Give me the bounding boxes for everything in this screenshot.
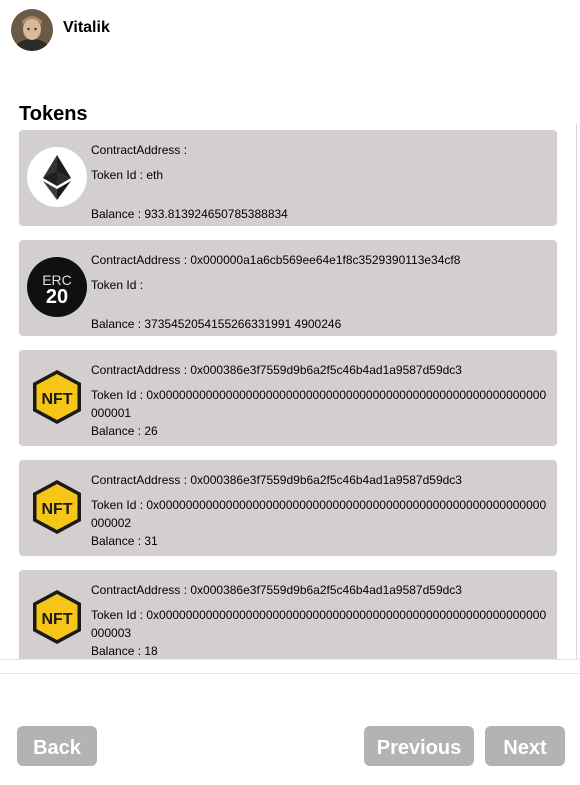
tokens-scroll-area[interactable]: ContractAddress : Token Id : eth Balance…: [0, 124, 578, 659]
section-title: Tokens: [19, 103, 88, 125]
svg-text:NFT: NFT: [41, 611, 72, 628]
svg-text:ERC: ERC: [42, 272, 72, 288]
avatar: [11, 9, 53, 51]
back-button[interactable]: Back: [17, 726, 97, 766]
nft-icon: NFT: [27, 477, 87, 537]
token-id: Token Id : 0x000000000000000000000000000…: [91, 608, 547, 640]
token-balance: Balance : 3735452054155266331991 4900246: [91, 317, 342, 331]
contract-address: ContractAddress : 0x000386e3f7559d9b6a2f…: [91, 363, 462, 377]
token-card[interactable]: NFT ContractAddress : 0x000386e3f7559d9b…: [19, 460, 557, 556]
token-balance: Balance : 933.813924650785388834: [91, 207, 288, 221]
svg-text:NFT: NFT: [41, 501, 72, 518]
token-id: Token Id : 0x000000000000000000000000000…: [91, 388, 547, 420]
token-card[interactable]: NFT ContractAddress : 0x000386e3f7559d9b…: [19, 570, 557, 659]
nft-icon: NFT: [27, 587, 87, 647]
token-balance: Balance : 26: [91, 424, 158, 438]
contract-address: ContractAddress : 0x000000a1a6cb569ee64e…: [91, 253, 461, 267]
token-id: Token Id : eth: [91, 168, 164, 182]
next-button[interactable]: Next: [485, 726, 565, 766]
token-balance: Balance : 31: [91, 534, 158, 548]
divider: [0, 659, 580, 660]
nft-icon: NFT: [27, 367, 87, 427]
divider: [0, 673, 580, 674]
token-card[interactable]: ContractAddress : Token Id : eth Balance…: [19, 130, 557, 226]
scroll-divider: [576, 124, 577, 659]
erc20-icon: ERC 20: [27, 257, 87, 317]
token-list: ContractAddress : Token Id : eth Balance…: [19, 130, 557, 659]
token-balance: Balance : 18: [91, 644, 158, 658]
contract-address: ContractAddress : 0x000386e3f7559d9b6a2f…: [91, 473, 462, 487]
username: Vitalik: [63, 19, 110, 36]
contract-address: ContractAddress :: [91, 143, 188, 157]
contract-address: ContractAddress : 0x000386e3f7559d9b6a2f…: [91, 583, 462, 597]
svg-text:NFT: NFT: [41, 391, 72, 408]
token-id: Token Id :: [91, 278, 144, 292]
token-card[interactable]: NFT ContractAddress : 0x000386e3f7559d9b…: [19, 350, 557, 446]
token-id: Token Id : 0x000000000000000000000000000…: [91, 498, 547, 530]
ethereum-icon: [27, 147, 87, 207]
token-card[interactable]: ERC 20 ContractAddress : 0x000000a1a6cb5…: [19, 240, 557, 336]
svg-text:20: 20: [46, 286, 68, 308]
previous-button[interactable]: Previous: [364, 726, 474, 766]
user-header: Vitalik: [11, 9, 110, 51]
